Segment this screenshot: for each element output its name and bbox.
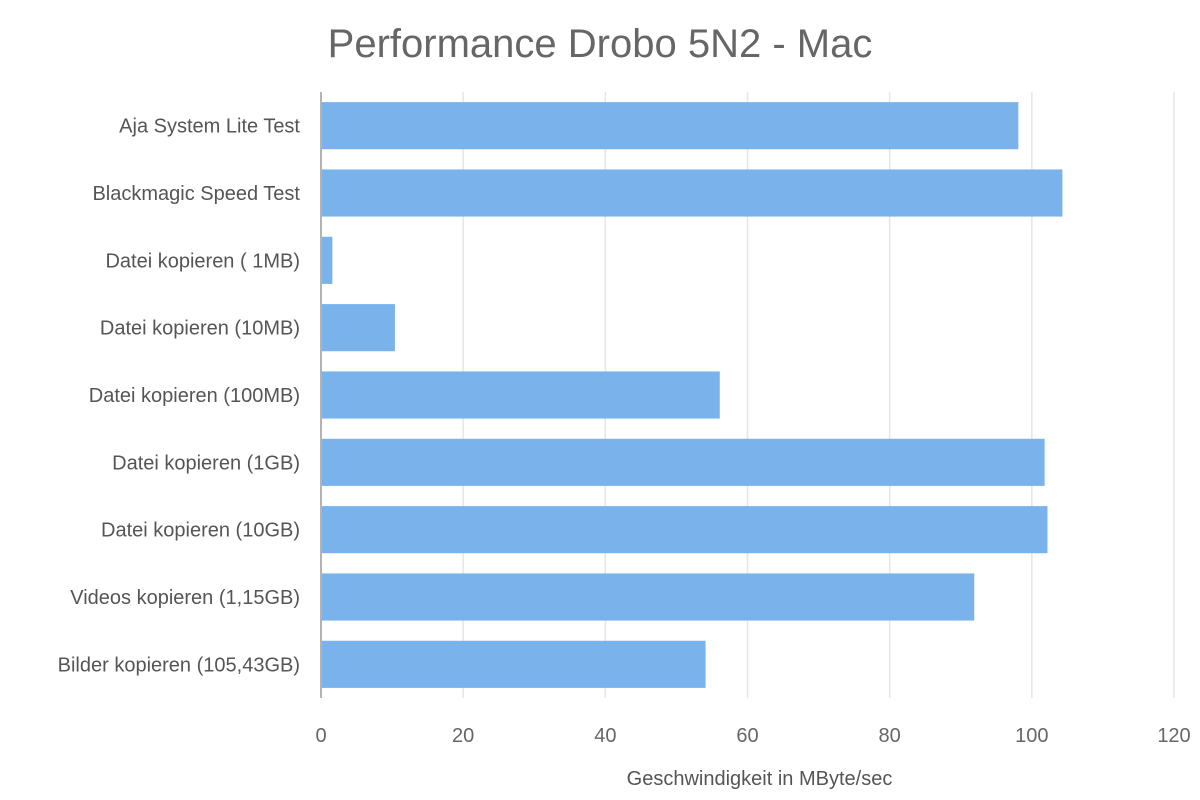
- bar: [321, 573, 975, 621]
- category-label: Videos kopieren (1,15GB): [70, 587, 300, 609]
- category-label: Datei kopieren (1GB): [112, 452, 300, 474]
- bar: [321, 304, 395, 352]
- category-labels: Aja System Lite Test Blackmagic Speed Tes…: [58, 116, 301, 677]
- x-tick-label: 40: [594, 725, 616, 747]
- bar: [321, 169, 1063, 217]
- category-label: Datei kopieren (100MB): [89, 385, 300, 407]
- bars: [321, 102, 1063, 688]
- bar: [321, 506, 1048, 554]
- x-tick-label: 100: [1015, 725, 1048, 747]
- bar: [321, 371, 720, 419]
- category-label: Datei kopieren ( 1MB): [105, 250, 300, 272]
- category-label: Blackmagic Speed Test: [92, 183, 300, 205]
- x-tick-label: 60: [736, 725, 758, 747]
- x-tick-label: 20: [452, 725, 474, 747]
- x-tick-label: 80: [879, 725, 901, 747]
- x-axis-title: Geschwindigkeit in MByte/sec: [627, 768, 893, 790]
- category-label: Aja System Lite Test: [119, 116, 300, 138]
- category-label: Datei kopieren (10MB): [100, 318, 300, 340]
- bar: [321, 102, 1019, 150]
- chart-title: Performance Drobo 5N2 - Mac: [327, 22, 873, 66]
- category-label: Bilder kopieren (105,43GB): [58, 654, 300, 676]
- bar: [321, 438, 1045, 486]
- category-label: Datei kopieren (10GB): [101, 520, 300, 542]
- x-tick-label: 0: [315, 725, 326, 747]
- x-tick-labels: 0 20 40 60 80 100 120: [315, 725, 1190, 747]
- bar: [321, 640, 706, 688]
- bar: [321, 236, 333, 284]
- x-tick-label: 120: [1157, 725, 1190, 747]
